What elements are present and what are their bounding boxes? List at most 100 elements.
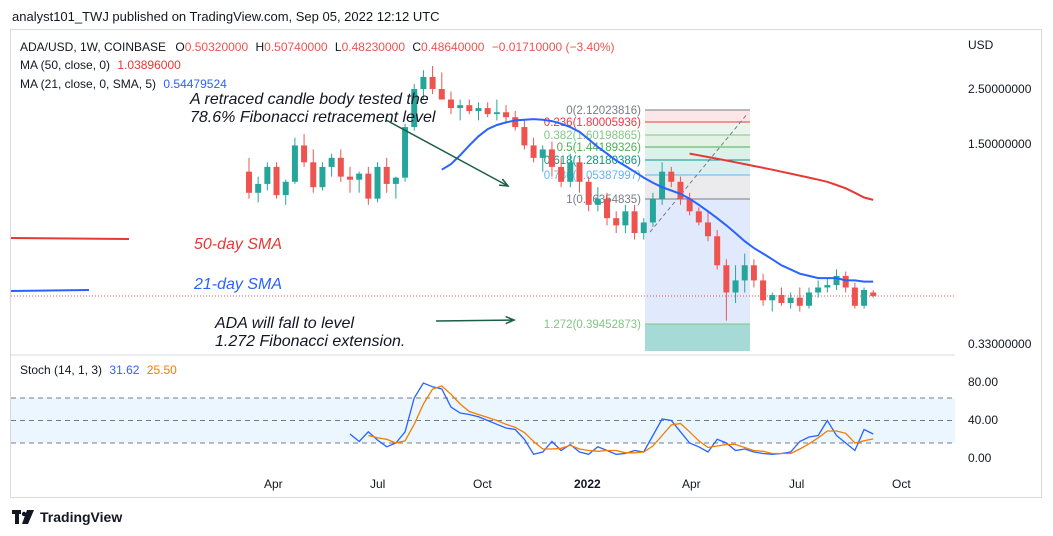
ma50-legend[interactable]: MA (50, close, 0) 1.03896000 [20, 58, 181, 72]
candle-body [319, 166, 326, 188]
fall-annotation: ADA will fall to level 1.272 Fibonacci e… [215, 315, 405, 351]
ma21-price-tag: 0.54001586 [964, 215, 1029, 231]
candle-body [842, 275, 849, 288]
retrace-annotation-line2: 78.6% Fibonacci retracement level [190, 109, 436, 126]
stoch-legend[interactable]: Stoch (14, 1, 3) 31.62 25.50 [20, 363, 177, 377]
ma21-price-tag-text: 0.54001586 [968, 217, 1029, 229]
close-label: C [412, 40, 422, 54]
published-by-text: analyst101_TWJ published on TradingView.… [12, 9, 440, 24]
candle-body [769, 295, 776, 301]
candle-body [521, 127, 528, 146]
candlestick-series [246, 65, 877, 321]
candle-body [429, 76, 436, 89]
candle-body [714, 236, 721, 266]
candle-body [576, 162, 583, 182]
symbol-label[interactable]: ADA/USD, 1W, COINBASE [20, 40, 167, 54]
time-axis-tick: Oct [473, 477, 492, 491]
annotation-arrow [435, 319, 515, 322]
ask-price-tag: 0.48660000 [964, 272, 1029, 288]
fib-level-label: 1.272(0.39452873) [544, 319, 641, 331]
close-value-group: C0.48640000 [412, 40, 484, 54]
stoch-axis-tick: 0.00 [968, 451, 992, 465]
open-value: 0.50320000 [184, 40, 249, 54]
stoch-d-line [368, 385, 874, 455]
time-axis-tick: 2022 [574, 477, 601, 491]
ma21-value: 0.54479524 [163, 77, 227, 91]
sma21-annotation: 21-day SMA [194, 276, 283, 293]
candle-body [264, 166, 271, 184]
open-label: O [175, 40, 185, 54]
candle-body [604, 198, 611, 219]
candle-body [723, 265, 730, 293]
last-price-tag: 0.48640000 6d 12h [964, 289, 1029, 320]
candle-body [851, 287, 858, 306]
stoch-k-value: 31.62 [109, 363, 140, 377]
chart-grid [11, 295, 955, 444]
fib-zone [645, 110, 750, 122]
fib-zone [645, 147, 750, 160]
high-label: H [255, 40, 265, 54]
fall-annotation-line2: 1.272 Fibonacci extension. [215, 333, 406, 350]
fibonacci-tool: 0(2.12023816)0.236(1.80005936)0.382(1.60… [544, 105, 750, 351]
ma50-price-tag: 0.93065252 [964, 158, 1029, 174]
sma50-annotation: 50-day SMA [194, 236, 283, 253]
countdown-text: 6d 12h [968, 306, 1004, 318]
tradingview-brand[interactable]: TradingView [12, 509, 122, 525]
candle-body [640, 222, 647, 234]
stoch-d-value: 25.50 [146, 363, 177, 377]
candle-body [805, 292, 812, 306]
ma21-label: MA (21, close, 0, SMA, 5) [20, 77, 157, 91]
fib-zone [645, 324, 750, 351]
candle-body [246, 171, 252, 193]
candle-body [668, 171, 675, 182]
tradingview-wordmark: TradingView [40, 509, 123, 525]
candle-body [503, 112, 510, 118]
candle-body [732, 280, 739, 293]
time-axis-tick: Oct [892, 477, 911, 491]
ma50-price-tag-text: 0.91989803 [968, 179, 1029, 191]
candle-body [861, 289, 868, 306]
stoch-axis-tick: 40.00 [968, 413, 999, 427]
price-axis-tick: 1.50000000 [968, 137, 1032, 151]
change-value: −0.01710000 (−3.40%) [491, 40, 615, 54]
fib-zone [645, 122, 750, 135]
bid-badge-text: Bid [932, 324, 949, 336]
stoch-band-fill [11, 398, 955, 443]
candle-body [301, 145, 308, 163]
chart-frame [10, 29, 1042, 498]
candle-body [475, 108, 482, 112]
candle-body [760, 280, 767, 301]
candle-body [695, 211, 702, 223]
candle-body [512, 117, 519, 128]
candle-body [558, 166, 565, 182]
low-value-group: L0.48230000 [335, 40, 405, 54]
candle-body [833, 275, 840, 286]
candle-body [778, 295, 785, 304]
candle-body [457, 105, 464, 109]
candle-body [613, 218, 620, 226]
candle-body [337, 157, 344, 177]
annotation-arrowhead [505, 315, 516, 325]
ma21-price-tag-text: 0.50638496 [968, 255, 1029, 267]
candle-body [649, 198, 656, 223]
ma50-label: MA (50, close, 0) [20, 58, 111, 72]
candle-body [787, 297, 794, 304]
candle-body [677, 181, 684, 199]
candle-body [438, 89, 445, 100]
high-value-group: H0.50740000 [255, 40, 327, 54]
price-axis-tick: 0.33000000 [968, 337, 1032, 351]
ask-price-text: 0.48660000 [968, 274, 1029, 286]
stochastic-pane [349, 382, 874, 456]
annotation-arrows [385, 119, 516, 325]
ma21-price-tag: 0.51101676 [964, 234, 1028, 250]
candle-body [411, 89, 418, 128]
ma21-key-line [10, 289, 90, 292]
time-axis-tick: Jul [789, 477, 805, 491]
bid-price-tag: 0.48610000 [964, 322, 1029, 338]
ma21-legend[interactable]: MA (21, close, 0, SMA, 5) 0.54479524 [20, 77, 227, 91]
fib-level-label: 1(0.76354835) [566, 194, 641, 206]
candle-body [567, 162, 574, 182]
candle-body [585, 181, 592, 205]
candle-body [328, 157, 335, 167]
